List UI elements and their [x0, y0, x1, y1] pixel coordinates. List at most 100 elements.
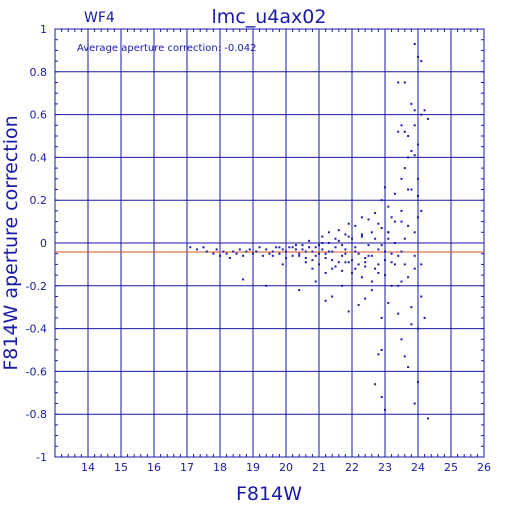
data-point — [304, 256, 307, 259]
y-tick-label: 1 — [40, 23, 47, 36]
data-point — [321, 235, 324, 238]
data-point — [275, 246, 278, 249]
data-point — [423, 316, 426, 319]
y-tick-label: -1 — [36, 451, 47, 464]
data-point — [314, 280, 317, 283]
data-point — [334, 237, 337, 240]
data-point — [397, 284, 400, 287]
data-point — [334, 246, 337, 249]
data-point — [380, 316, 383, 319]
data-point — [288, 246, 291, 249]
data-point — [354, 224, 357, 227]
data-point — [308, 246, 311, 249]
data-point — [202, 246, 205, 249]
x-tick-label: 16 — [147, 461, 161, 474]
data-point — [407, 188, 410, 191]
y-tick-label: 0.6 — [30, 109, 48, 122]
average-annotation: Average aperture correction: -0.042 — [77, 43, 257, 54]
data-point — [407, 135, 410, 137]
data-point — [341, 244, 344, 247]
data-point — [407, 224, 410, 227]
data-point — [377, 222, 380, 225]
data-point — [238, 248, 241, 251]
data-point — [314, 254, 317, 257]
data-point — [400, 124, 403, 127]
data-point — [390, 261, 393, 264]
data-point — [400, 209, 403, 212]
data-point — [374, 212, 377, 215]
data-point — [222, 250, 225, 253]
data-point — [410, 306, 413, 309]
data-point — [403, 355, 406, 358]
data-point — [351, 259, 353, 262]
data-point — [384, 250, 386, 253]
data-point — [417, 143, 419, 146]
data-point — [219, 254, 221, 257]
data-point — [417, 177, 419, 180]
data-point — [357, 263, 360, 266]
data-point — [397, 81, 400, 84]
data-point — [357, 252, 360, 255]
data-point — [351, 237, 353, 240]
data-point — [410, 149, 413, 152]
data-point — [387, 205, 390, 208]
data-point — [347, 222, 350, 225]
data-point — [301, 244, 304, 247]
y-tick-label: 0.4 — [30, 151, 48, 164]
data-point — [384, 408, 386, 411]
x-tick-label: 22 — [345, 461, 359, 474]
data-point — [311, 259, 314, 262]
chart-title: lmc_u4ax02 — [212, 6, 327, 28]
data-point — [417, 327, 419, 330]
y-tick-label: -0.6 — [26, 365, 47, 378]
data-point — [334, 265, 337, 268]
y-tick-label: 0.2 — [30, 194, 48, 207]
data-point — [380, 396, 383, 399]
data-point — [268, 252, 271, 255]
data-point — [407, 156, 410, 159]
data-point — [400, 220, 403, 223]
data-point — [413, 231, 416, 234]
data-point — [337, 229, 340, 232]
data-point — [318, 244, 320, 247]
data-point — [228, 256, 231, 259]
data-point — [271, 250, 274, 253]
data-point — [370, 231, 373, 234]
data-point — [393, 192, 396, 195]
x-tick-label: 17 — [180, 461, 194, 474]
data-points — [189, 42, 429, 420]
data-point — [360, 216, 363, 219]
data-point — [377, 271, 380, 274]
data-point — [344, 252, 347, 255]
data-point — [384, 274, 386, 277]
data-point — [410, 323, 413, 326]
data-point — [364, 261, 367, 264]
x-tick-label: 21 — [312, 461, 326, 474]
data-point — [380, 244, 383, 247]
data-point — [301, 248, 304, 251]
x-tick-label: 24 — [411, 461, 425, 474]
data-point — [212, 252, 215, 255]
data-point — [364, 297, 367, 300]
data-point — [298, 289, 301, 292]
data-point — [271, 254, 274, 257]
data-point — [344, 248, 347, 251]
data-point — [377, 248, 380, 251]
data-point — [403, 263, 406, 266]
data-point — [420, 295, 423, 298]
data-point — [364, 265, 367, 268]
corner-label: WF4 — [84, 10, 115, 26]
data-point — [397, 130, 400, 133]
data-point — [417, 194, 419, 197]
data-point — [367, 254, 370, 257]
data-point — [294, 248, 297, 251]
data-point — [321, 242, 324, 244]
data-point — [327, 231, 330, 234]
data-point — [420, 113, 423, 116]
data-point — [285, 250, 287, 253]
data-point — [407, 276, 410, 279]
data-point — [318, 252, 320, 255]
data-point — [265, 284, 268, 287]
x-tick-label: 14 — [81, 461, 95, 474]
data-point — [370, 254, 373, 257]
